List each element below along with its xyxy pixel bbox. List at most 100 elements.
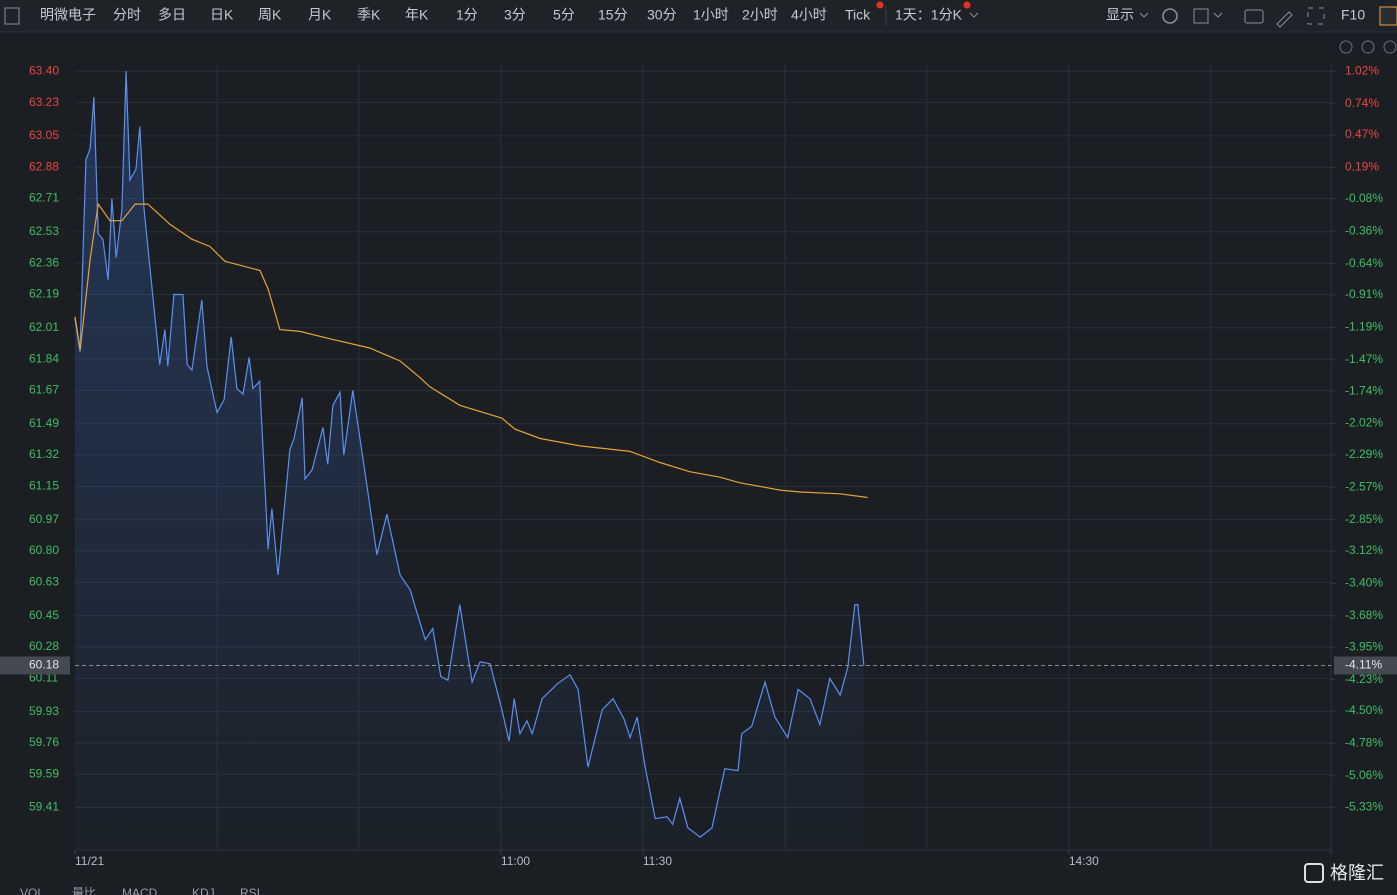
price-line xyxy=(74,71,865,838)
x-tick-label: 11:30 xyxy=(643,854,672,868)
y-tick-label: 63.05 xyxy=(29,128,59,142)
indicator-tab[interactable]: 量比 xyxy=(72,886,96,895)
red-dot xyxy=(963,1,971,9)
y2-tick-label: -5.06% xyxy=(1345,768,1383,782)
logo: 格隆汇 xyxy=(1330,863,1384,883)
y-tick-label: 61.67 xyxy=(29,383,59,397)
sidebar-icon[interactable] xyxy=(4,7,20,25)
y2-tick-label: -4.78% xyxy=(1345,736,1383,750)
y2-tick-label: -2.57% xyxy=(1345,479,1383,493)
f10-button[interactable]: F10 xyxy=(1341,7,1365,23)
y2-tick-label: -0.08% xyxy=(1345,191,1383,205)
y-tick-label: 61.15 xyxy=(29,479,59,493)
y-tick-label: 62.19 xyxy=(29,287,59,301)
y2-tick-label: -1.74% xyxy=(1345,383,1383,397)
y-tick-label: 61.49 xyxy=(29,416,59,430)
y-tick-label: 61.84 xyxy=(29,351,59,365)
period-tab[interactable]: 月K xyxy=(308,7,332,23)
dropdown-arrow[interactable] xyxy=(969,12,979,18)
fullscreen-icon[interactable] xyxy=(1307,7,1325,25)
period-tab[interactable]: 年K xyxy=(405,7,429,23)
indicator-tab[interactable]: RSI xyxy=(240,886,260,895)
y2-tick-label: -1.47% xyxy=(1345,352,1383,366)
y2-tick-label: -1.19% xyxy=(1345,320,1383,334)
dropdown-arrow[interactable] xyxy=(1139,12,1149,18)
y-tick-label: 59.76 xyxy=(29,735,59,749)
camera-icon[interactable] xyxy=(1244,9,1264,24)
last-price-box xyxy=(0,656,70,675)
y-tick-label: 60.97 xyxy=(29,512,59,526)
period-tab[interactable]: 5分 xyxy=(553,7,575,23)
dropdown-arrow[interactable] xyxy=(1213,12,1223,18)
y-tick-label: 60.63 xyxy=(29,575,59,589)
zoom-in-icon[interactable] xyxy=(1383,40,1397,54)
period-tab[interactable]: 周K xyxy=(258,7,282,23)
x-tick-label: 11/21 xyxy=(75,854,104,868)
period-tab[interactable]: 季K xyxy=(357,7,381,23)
period-tab[interactable]: 1分 xyxy=(456,7,478,23)
y-tick-label: 62.53 xyxy=(29,224,59,238)
undo-icon[interactable] xyxy=(1339,40,1353,54)
period-tab[interactable]: 日K xyxy=(210,7,234,23)
draw-icon[interactable] xyxy=(1276,11,1293,28)
y2-tick-label: 0.47% xyxy=(1345,127,1379,141)
y-tick-label: 63.40 xyxy=(29,63,59,77)
period-tab[interactable]: 多日 xyxy=(158,7,186,23)
stock-name[interactable]: 明微电子 xyxy=(40,7,96,23)
y2-tick-label: -2.02% xyxy=(1345,416,1383,430)
price-area xyxy=(75,71,864,850)
display-menu[interactable]: 显示 xyxy=(1106,7,1134,23)
y-tick-label: 61.32 xyxy=(29,447,59,461)
y-tick-label: 60.28 xyxy=(29,639,59,653)
indicator-tab[interactable]: VOL xyxy=(20,886,44,895)
period-tab[interactable]: 3分 xyxy=(504,7,526,23)
settings-icon[interactable] xyxy=(1162,8,1178,24)
y2-tick-label: -4.23% xyxy=(1345,672,1383,686)
y2-tick-label: 0.74% xyxy=(1345,96,1379,110)
y2-tick-label: -0.64% xyxy=(1345,256,1383,270)
panel-toggle[interactable] xyxy=(1379,6,1397,26)
toolbar-items: 明微电子 分时 多日 日K 周K 月K 季K 年K 1分 3分 5分 15分 30分 1小时 2小时 4小时 T… xyxy=(40,7,963,23)
red-dot xyxy=(876,1,884,9)
period-tab[interactable]: Tick xyxy=(845,7,871,23)
y2-tick-label: -4.50% xyxy=(1345,703,1383,717)
indicator-tab[interactable]: MACD xyxy=(122,886,158,895)
period-tab[interactable]: 1小时 xyxy=(693,7,729,23)
y-tick-label: 62.88 xyxy=(29,159,59,173)
x-tick-label: 14:30 xyxy=(1069,854,1099,868)
last-change-box xyxy=(1334,656,1397,675)
toolbar xyxy=(0,0,1397,32)
y2-tick-label: -3.12% xyxy=(1345,543,1383,557)
y-tick-label: 59.41 xyxy=(29,800,59,814)
period-tab[interactable]: 30分 xyxy=(647,7,677,23)
plot: 63.40 63.23 63.05 62.88 62.71 62.53 62.36 62.19… xyxy=(0,62,1397,868)
x-axis-strip xyxy=(0,850,1397,880)
period-tab[interactable]: 分时 xyxy=(113,7,141,23)
period-tab[interactable]: 2小时 xyxy=(742,7,778,23)
y-tick-label: 62.71 xyxy=(29,191,59,205)
y2-tick-label: -3.68% xyxy=(1345,608,1383,622)
y-tick-label: 62.36 xyxy=(29,255,59,269)
y2-tick-label: -3.95% xyxy=(1345,639,1383,653)
period-tab[interactable]: 15分 xyxy=(598,7,628,23)
y2-tick-label: -2.29% xyxy=(1345,447,1383,461)
y-tick-label: 59.93 xyxy=(29,704,59,718)
last-change-label: -4.11% xyxy=(1345,658,1382,672)
y-tick-label: 60.80 xyxy=(29,543,59,557)
layout-icon[interactable] xyxy=(1193,8,1209,24)
y2-tick-label: -5.33% xyxy=(1345,799,1383,813)
y-tick-label: 60.45 xyxy=(29,608,59,622)
period-tab[interactable]: 4小时 xyxy=(791,7,827,23)
period-tab[interactable]: 1天：1分K xyxy=(895,7,963,23)
y-tick-label: 62.01 xyxy=(29,320,59,334)
logo-icon xyxy=(1304,863,1324,883)
indicator-tab[interactable]: KDJ xyxy=(192,886,215,895)
y2-tick-label: 1.02% xyxy=(1345,63,1379,77)
y2-tick-label: -0.91% xyxy=(1345,287,1383,301)
y2-tick-label: -3.40% xyxy=(1345,576,1383,590)
y-tick-label: 63.23 xyxy=(29,95,59,109)
zoom-out-icon[interactable] xyxy=(1361,40,1375,54)
last-price-label: 60.18 xyxy=(29,658,59,672)
